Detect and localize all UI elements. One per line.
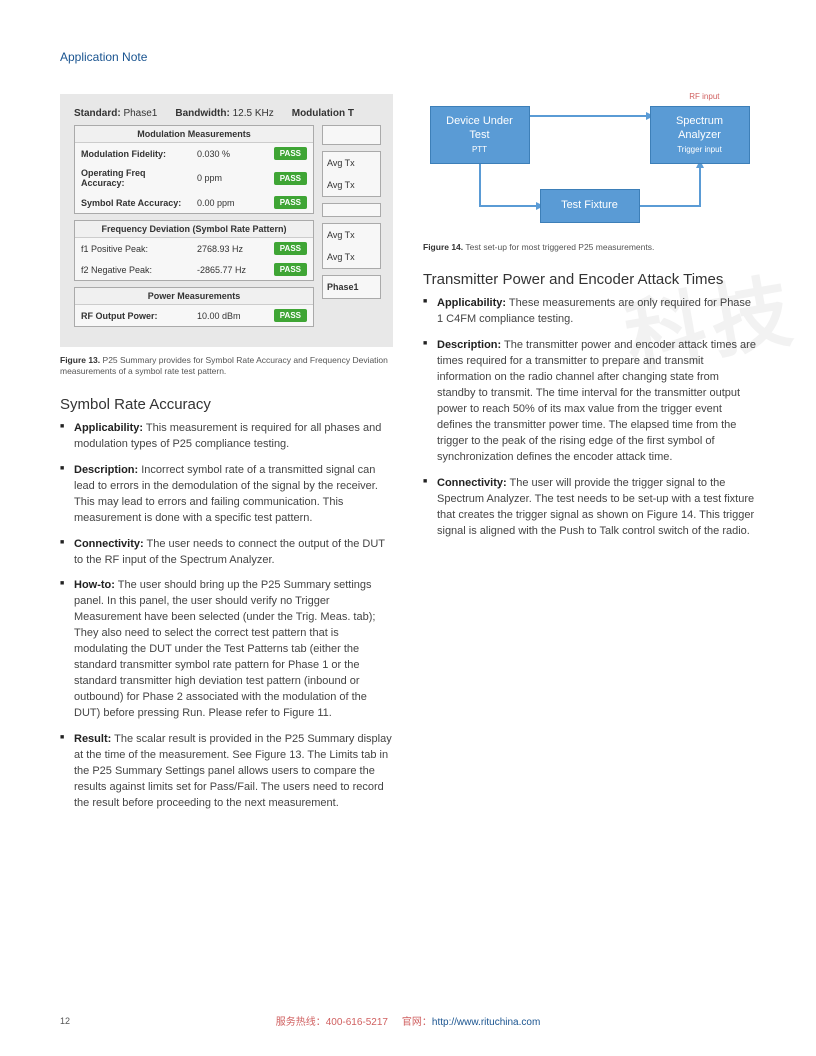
bandwidth-value: 12.5 KHz <box>233 108 274 119</box>
row-value: 10.00 dBm <box>197 311 268 321</box>
box-title: Power Measurements <box>75 288 313 305</box>
bullet-item: Connectivity: The user needs to connect … <box>60 537 393 569</box>
bullet-item: Result: The scalar result is provided in… <box>60 732 393 812</box>
rf-input-label: RF input <box>689 92 719 101</box>
row-label: RF Output Power: <box>81 311 191 321</box>
frequency-deviation-box: Frequency Deviation (Symbol Rate Pattern… <box>74 220 314 281</box>
status-badge: PASS <box>274 172 307 185</box>
bullet-bold: Description: <box>437 339 501 351</box>
page-header: Application Note <box>60 50 756 64</box>
row-label: Operating Freq Accuracy: <box>81 168 191 188</box>
figure-13-caption: Figure 13. P25 Summary provides for Symb… <box>60 355 393 378</box>
diagram-dut-box: Device Under Test PTT <box>430 106 530 164</box>
box-title: Modulation Measurements <box>75 126 313 143</box>
left-bullets: Applicability: This measurement is requi… <box>60 421 393 812</box>
bullet-bold: Description: <box>74 464 138 476</box>
section-heading-symbol-rate: Symbol Rate Accuracy <box>60 396 393 413</box>
bandwidth-label: Bandwidth: <box>175 108 229 119</box>
standard-value: Phase1 <box>123 108 157 119</box>
side-box-5: Phase1 <box>322 275 381 299</box>
modulation-label: Modulation T <box>292 108 354 119</box>
avg-line: Avg Tx <box>323 174 380 196</box>
standard-label: Standard: <box>74 108 121 119</box>
power-measurements-box: Power Measurements RF Output Power: 10.00… <box>74 287 314 327</box>
row-value: 0.030 % <box>197 149 268 159</box>
diagram-sa-box: Spectrum Analyzer Trigger input <box>650 106 750 164</box>
bullet-item: Connectivity: The user will provide the … <box>423 476 756 540</box>
phase-label: Phase1 <box>327 282 359 292</box>
footer: 服务热线：400-616-5217 官网：http://www.rituchin… <box>0 1013 816 1028</box>
row-value: 0.00 ppm <box>197 198 268 208</box>
row-value: 2768.93 Hz <box>197 244 268 254</box>
bullet-bold: Connectivity: <box>74 538 144 550</box>
row-value: 0 ppm <box>197 173 268 183</box>
row-value: -2865.77 Hz <box>197 265 268 275</box>
row-label: Symbol Rate Accuracy: <box>81 198 191 208</box>
bullet-bold: Result: <box>74 733 111 745</box>
box-title: Frequency Deviation (Symbol Rate Pattern… <box>75 221 313 238</box>
right-bullets: Applicability: These measurements are on… <box>423 296 756 539</box>
row-label: f1 Positive Peak: <box>81 244 191 254</box>
bullet-bold: Connectivity: <box>437 477 507 489</box>
avg-line: Avg Tx <box>323 224 380 246</box>
right-column: RF input Device Under Test PTT Spectrum <box>423 94 756 1016</box>
row-label: f2 Negative Peak: <box>81 265 191 275</box>
side-box-2: Avg Tx Avg Tx <box>322 151 381 197</box>
status-badge: PASS <box>274 147 307 160</box>
side-box-3 <box>322 203 381 217</box>
row-label: Modulation Fidelity: <box>81 149 191 159</box>
avg-line: Avg Tx <box>323 246 380 268</box>
bullet-item: Applicability: These measurements are on… <box>423 296 756 328</box>
figure-14-diagram: RF input Device Under Test PTT Spectrum <box>430 94 750 234</box>
bullet-item: How-to: The user should bring up the P25… <box>60 578 393 721</box>
side-box-1 <box>322 125 381 145</box>
footer-link[interactable]: http://www.rituchina.com <box>432 1017 540 1028</box>
avg-line: Avg Tx <box>323 152 380 174</box>
status-badge: PASS <box>274 242 307 255</box>
columns: Standard: Phase1 Bandwidth: 12.5 KHz Mod… <box>60 94 756 1016</box>
bullet-item: Applicability: This measurement is requi… <box>60 421 393 453</box>
figure-14-caption: Figure 14. Test set-up for most triggere… <box>423 242 756 253</box>
bullet-bold: Applicability: <box>437 297 506 309</box>
diagram-tf-box: Test Fixture <box>540 189 640 223</box>
bullet-item: Description: Incorrect symbol rate of a … <box>60 463 393 527</box>
section-heading-transmitter: Transmitter Power and Encoder Attack Tim… <box>423 271 756 288</box>
bullet-bold: Applicability: <box>74 422 143 434</box>
bullet-bold: How-to: <box>74 579 115 591</box>
status-badge: PASS <box>274 263 307 276</box>
bullet-item: Description: The transmitter power and e… <box>423 338 756 466</box>
side-box-4: Avg Tx Avg Tx <box>322 223 381 269</box>
left-column: Standard: Phase1 Bandwidth: 12.5 KHz Mod… <box>60 94 393 1016</box>
modulation-measurements-box: Modulation Measurements Modulation Fidel… <box>74 125 314 214</box>
status-badge: PASS <box>274 309 307 322</box>
status-badge: PASS <box>274 196 307 209</box>
figure-13-panel: Standard: Phase1 Bandwidth: 12.5 KHz Mod… <box>60 94 393 347</box>
